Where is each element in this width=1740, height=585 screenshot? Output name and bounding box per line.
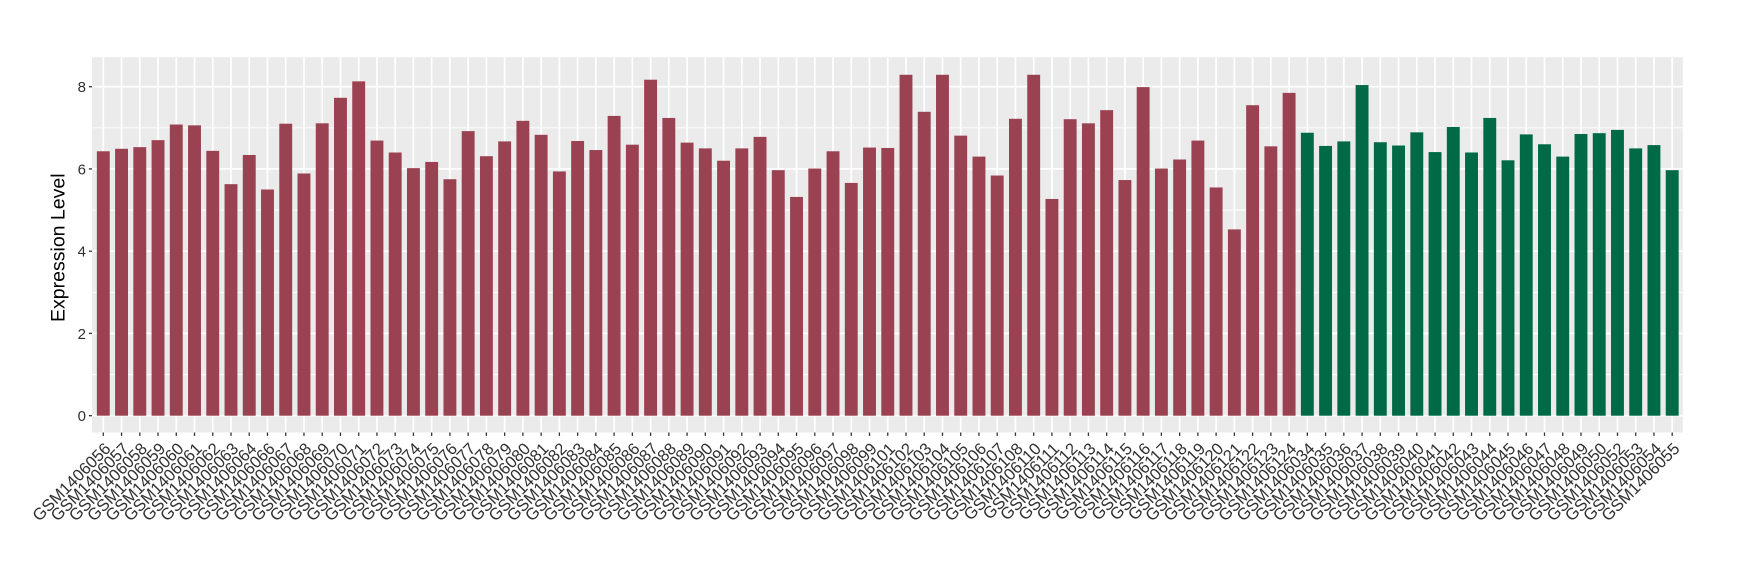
svg-text:4: 4 [78, 244, 86, 261]
svg-text:Expression Level: Expression Level [47, 173, 69, 322]
svg-text:8: 8 [78, 79, 86, 96]
svg-text:0: 0 [78, 408, 86, 425]
svg-text:6: 6 [78, 161, 86, 178]
svg-text:2: 2 [78, 326, 86, 343]
